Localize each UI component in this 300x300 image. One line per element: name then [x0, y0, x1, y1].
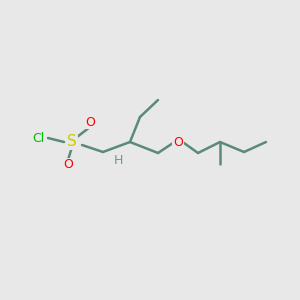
- Text: S: S: [67, 134, 77, 149]
- Text: O: O: [85, 116, 95, 128]
- Text: O: O: [63, 158, 73, 172]
- Text: Cl: Cl: [32, 131, 44, 145]
- Text: O: O: [173, 136, 183, 149]
- Text: H: H: [113, 154, 123, 166]
